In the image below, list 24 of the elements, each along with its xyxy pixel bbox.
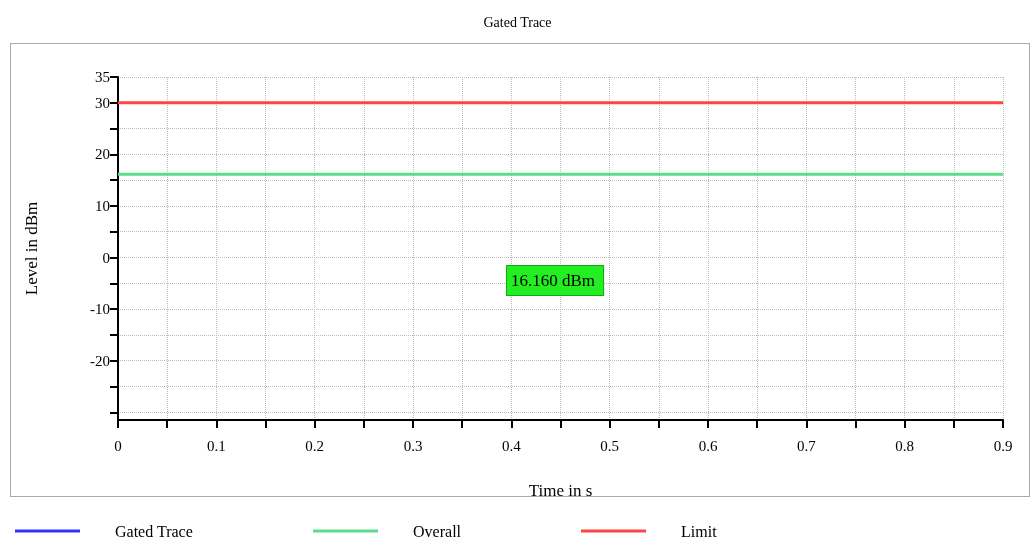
x-tick-label: 0.8: [895, 437, 915, 454]
annotation: 16.160 dBm: [511, 271, 596, 290]
legend-label: Gated Trace: [115, 522, 193, 540]
y-tick-label: 30: [95, 94, 110, 111]
y-tick-label: 20: [95, 146, 110, 163]
y-axis-title: Level in dBm: [22, 201, 41, 296]
y-tick-label: 35: [95, 69, 110, 85]
legend-label: Limit: [681, 522, 718, 540]
x-tick-label: 0.5: [600, 437, 620, 454]
x-tick-label: 0.4: [501, 437, 522, 454]
x-tick-label: 0.2: [305, 437, 325, 454]
x-axis-title: Time in s: [528, 481, 593, 500]
y-tick-label: -10: [90, 301, 110, 318]
x-tick-label: 0.3: [403, 437, 423, 454]
x-tick-label: 0.9: [993, 437, 1013, 454]
chart-title: Gated Trace: [483, 14, 552, 30]
legend-label: Overall: [413, 522, 462, 540]
y-tick-label: 0: [102, 249, 110, 266]
x-tick-label: 0.7: [796, 437, 817, 454]
y-tick-label: 10: [95, 197, 110, 214]
x-tick-label: 0: [114, 437, 122, 454]
y-tick-label: -20: [90, 352, 110, 369]
x-tick-label: 0.1: [206, 437, 226, 454]
x-tick-label: 0.6: [698, 437, 718, 454]
